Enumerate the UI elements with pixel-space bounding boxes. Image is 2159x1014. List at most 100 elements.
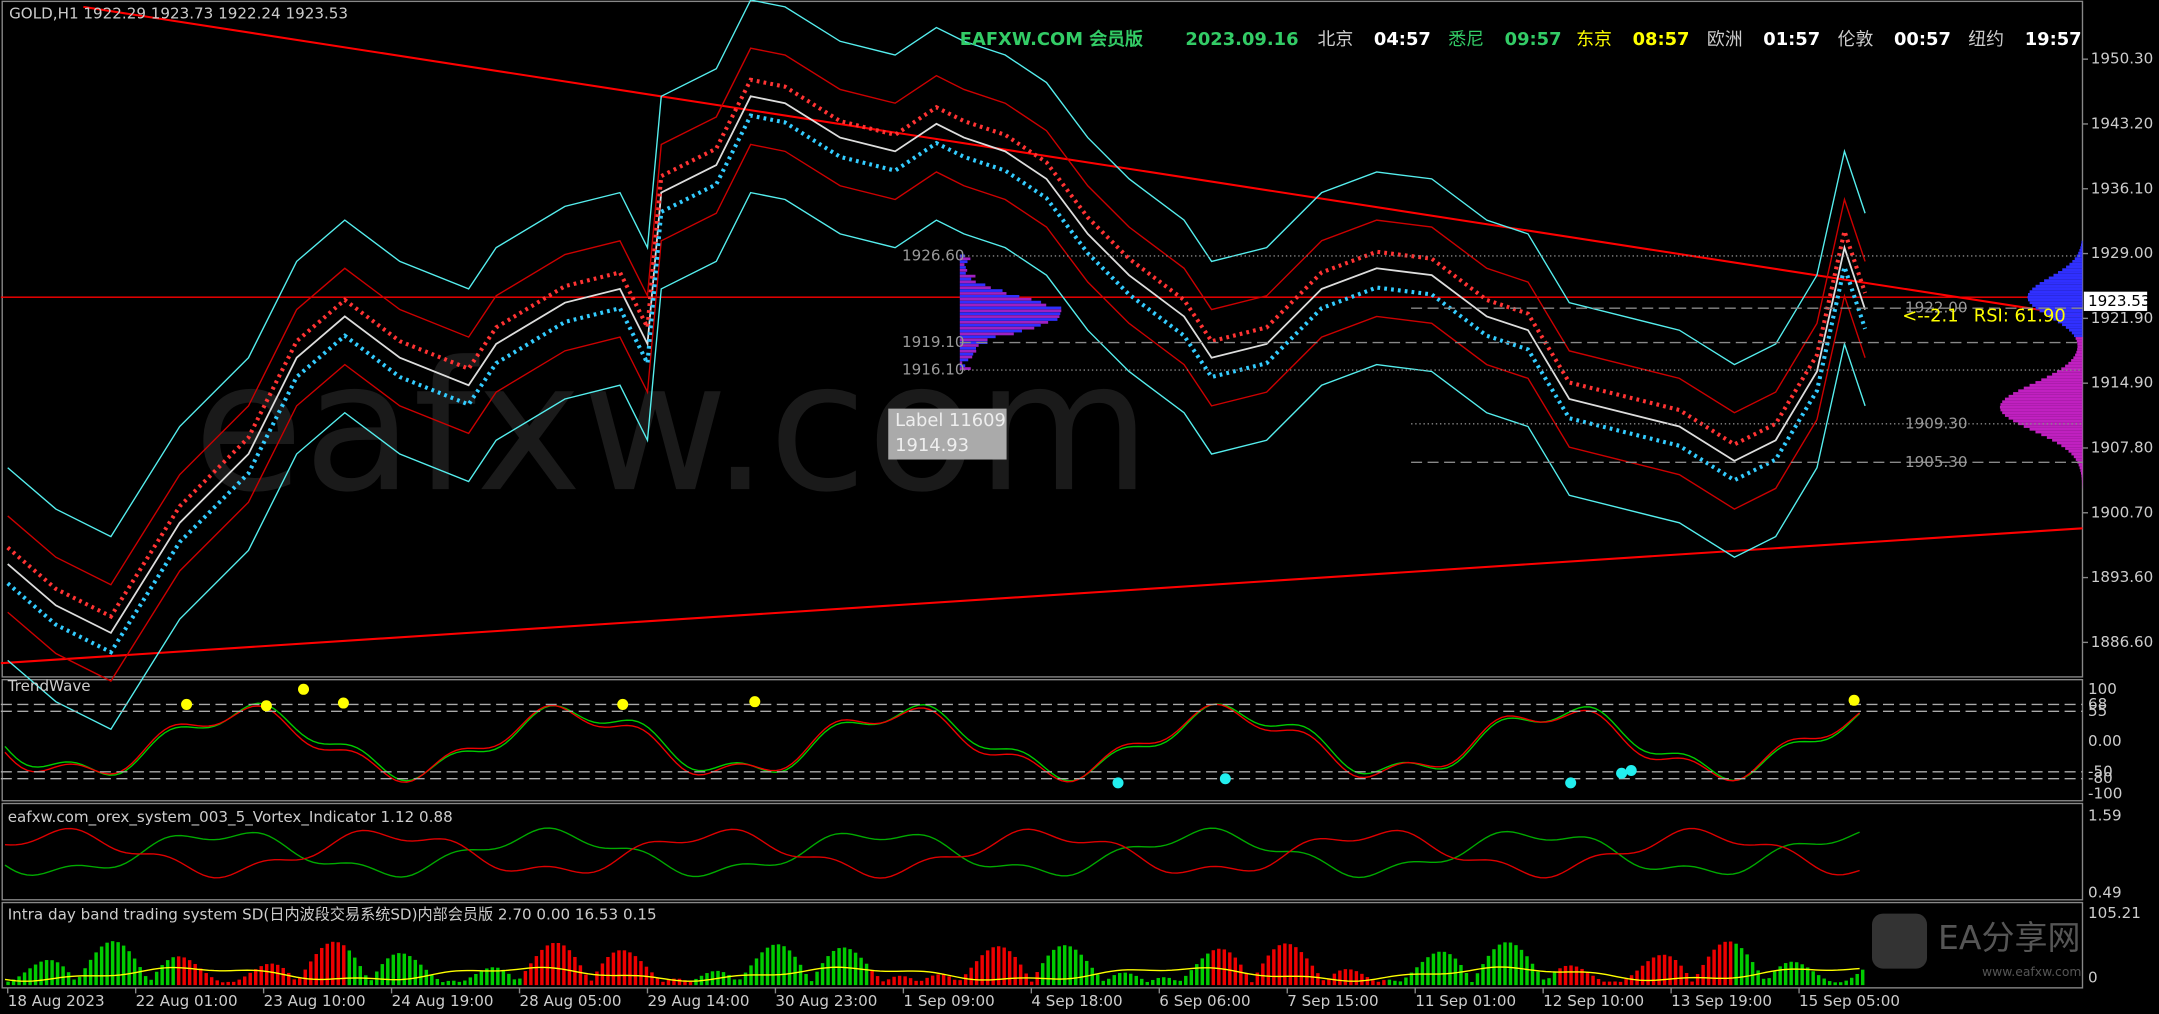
histogram-bar <box>1861 970 1864 985</box>
volume-profile <box>2028 299 2082 302</box>
histogram-bar <box>1773 971 1776 985</box>
panel-tick: 0.49 <box>2088 883 2122 901</box>
histogram-bar <box>1360 974 1363 985</box>
histogram-bar <box>1102 981 1105 985</box>
volume-profile <box>960 298 1032 301</box>
signal-dot <box>338 698 349 709</box>
histogram-bar <box>469 977 472 985</box>
volume-profile <box>960 318 1058 321</box>
histogram-bar <box>1344 969 1347 985</box>
histogram-bar <box>1641 966 1644 985</box>
histogram-bar <box>1674 960 1677 985</box>
volume-profile <box>960 356 972 359</box>
volume-profile <box>2081 472 2083 475</box>
histogram-bar <box>689 982 692 985</box>
histogram-bar <box>617 950 620 985</box>
histogram-bar <box>45 960 48 985</box>
volume-profile <box>2071 359 2082 362</box>
histogram-bar <box>920 981 923 985</box>
histogram-bar <box>1740 948 1743 985</box>
histogram-bar <box>1696 974 1699 985</box>
histogram-bar <box>650 972 653 985</box>
histogram-bar <box>1454 959 1457 986</box>
symbol-info: GOLD,H1 1922.29 1923.73 1922.24 1923.53 <box>9 4 348 22</box>
histogram-bar <box>1844 981 1847 985</box>
clock-city: 北京 <box>1318 29 1354 50</box>
histogram-bar <box>414 960 417 985</box>
histogram-bar <box>953 980 956 985</box>
volume-profile <box>2030 428 2083 431</box>
histogram-bar <box>804 974 807 985</box>
histogram-bar <box>78 977 81 985</box>
histogram-bar <box>892 977 895 985</box>
histogram-bar <box>381 964 384 985</box>
volume-profile <box>2009 395 2083 398</box>
histogram-bar <box>502 970 505 985</box>
histogram-bar <box>1393 981 1396 985</box>
time-label: 12 Sep 10:00 <box>1543 992 1644 1010</box>
histogram-bar <box>94 952 97 985</box>
histogram-bar <box>1311 966 1314 985</box>
histogram-bar <box>964 974 967 985</box>
volume-profile <box>2072 332 2083 335</box>
histogram-bar <box>359 966 362 985</box>
volume-profile <box>2077 340 2083 343</box>
histogram-bar <box>1608 982 1611 986</box>
volume-profile <box>2065 447 2082 450</box>
price-label: 1907.80 <box>2091 438 2154 456</box>
signal-dot <box>1849 695 1860 706</box>
volume-profile <box>2078 252 2082 255</box>
histogram-bar <box>1305 958 1308 985</box>
signal-dot <box>261 700 272 711</box>
volume-profile <box>960 295 1019 298</box>
histogram-bar <box>947 976 950 985</box>
volume-profile <box>2075 257 2083 260</box>
signal-dot <box>1565 777 1576 788</box>
histogram-bar <box>782 946 785 985</box>
volume-profile <box>2079 464 2083 467</box>
histogram-bar <box>1536 972 1539 985</box>
clock-time: 09:57 <box>1505 29 1562 50</box>
histogram-bar <box>138 967 141 985</box>
histogram-bar <box>1520 950 1523 985</box>
histogram-bar <box>100 947 103 986</box>
volume-profile <box>2005 414 2083 417</box>
histogram-bar <box>6 982 9 985</box>
histogram-bar <box>1778 966 1781 985</box>
time-label: 29 Aug 14:00 <box>647 992 749 1010</box>
histogram-bar <box>1173 980 1176 985</box>
histogram-bar <box>1833 982 1836 985</box>
histogram-bar <box>1432 954 1435 985</box>
histogram-bar <box>524 971 527 985</box>
histogram-bar <box>1338 971 1341 986</box>
brand: EAFXW.COM 会员版 <box>960 28 1143 50</box>
volume-profile <box>2030 290 2083 293</box>
histogram-bar <box>667 980 670 985</box>
histogram-bar <box>61 966 64 985</box>
panel-tick: -100 <box>2088 784 2122 802</box>
histogram-bar <box>199 968 202 985</box>
histogram-bar <box>1377 982 1380 985</box>
histogram-bar <box>1613 981 1616 985</box>
histogram-bar <box>1817 975 1820 985</box>
histogram-bar <box>1701 965 1704 985</box>
volume-profile <box>2073 356 2082 359</box>
price-label: 1893.60 <box>2091 568 2154 586</box>
histogram-bar <box>353 958 356 986</box>
logo-icon <box>1872 914 1927 969</box>
time-label: 23 Aug 10:00 <box>264 992 366 1010</box>
histogram-bar <box>463 981 466 986</box>
histogram-bar <box>859 958 862 985</box>
clock-city: 欧洲 <box>1707 29 1743 50</box>
histogram-bar <box>1531 964 1534 985</box>
volume-profile <box>960 289 1003 292</box>
volume-profile <box>2027 296 2082 299</box>
histogram-bar <box>243 976 246 985</box>
histogram-bar <box>1575 967 1578 986</box>
volume-profile <box>2068 362 2082 365</box>
histogram-bar <box>766 948 769 985</box>
histogram-bar <box>226 982 229 985</box>
histogram-bar <box>182 957 185 985</box>
rsi-label: RSI: 61.90 <box>1974 305 2066 326</box>
